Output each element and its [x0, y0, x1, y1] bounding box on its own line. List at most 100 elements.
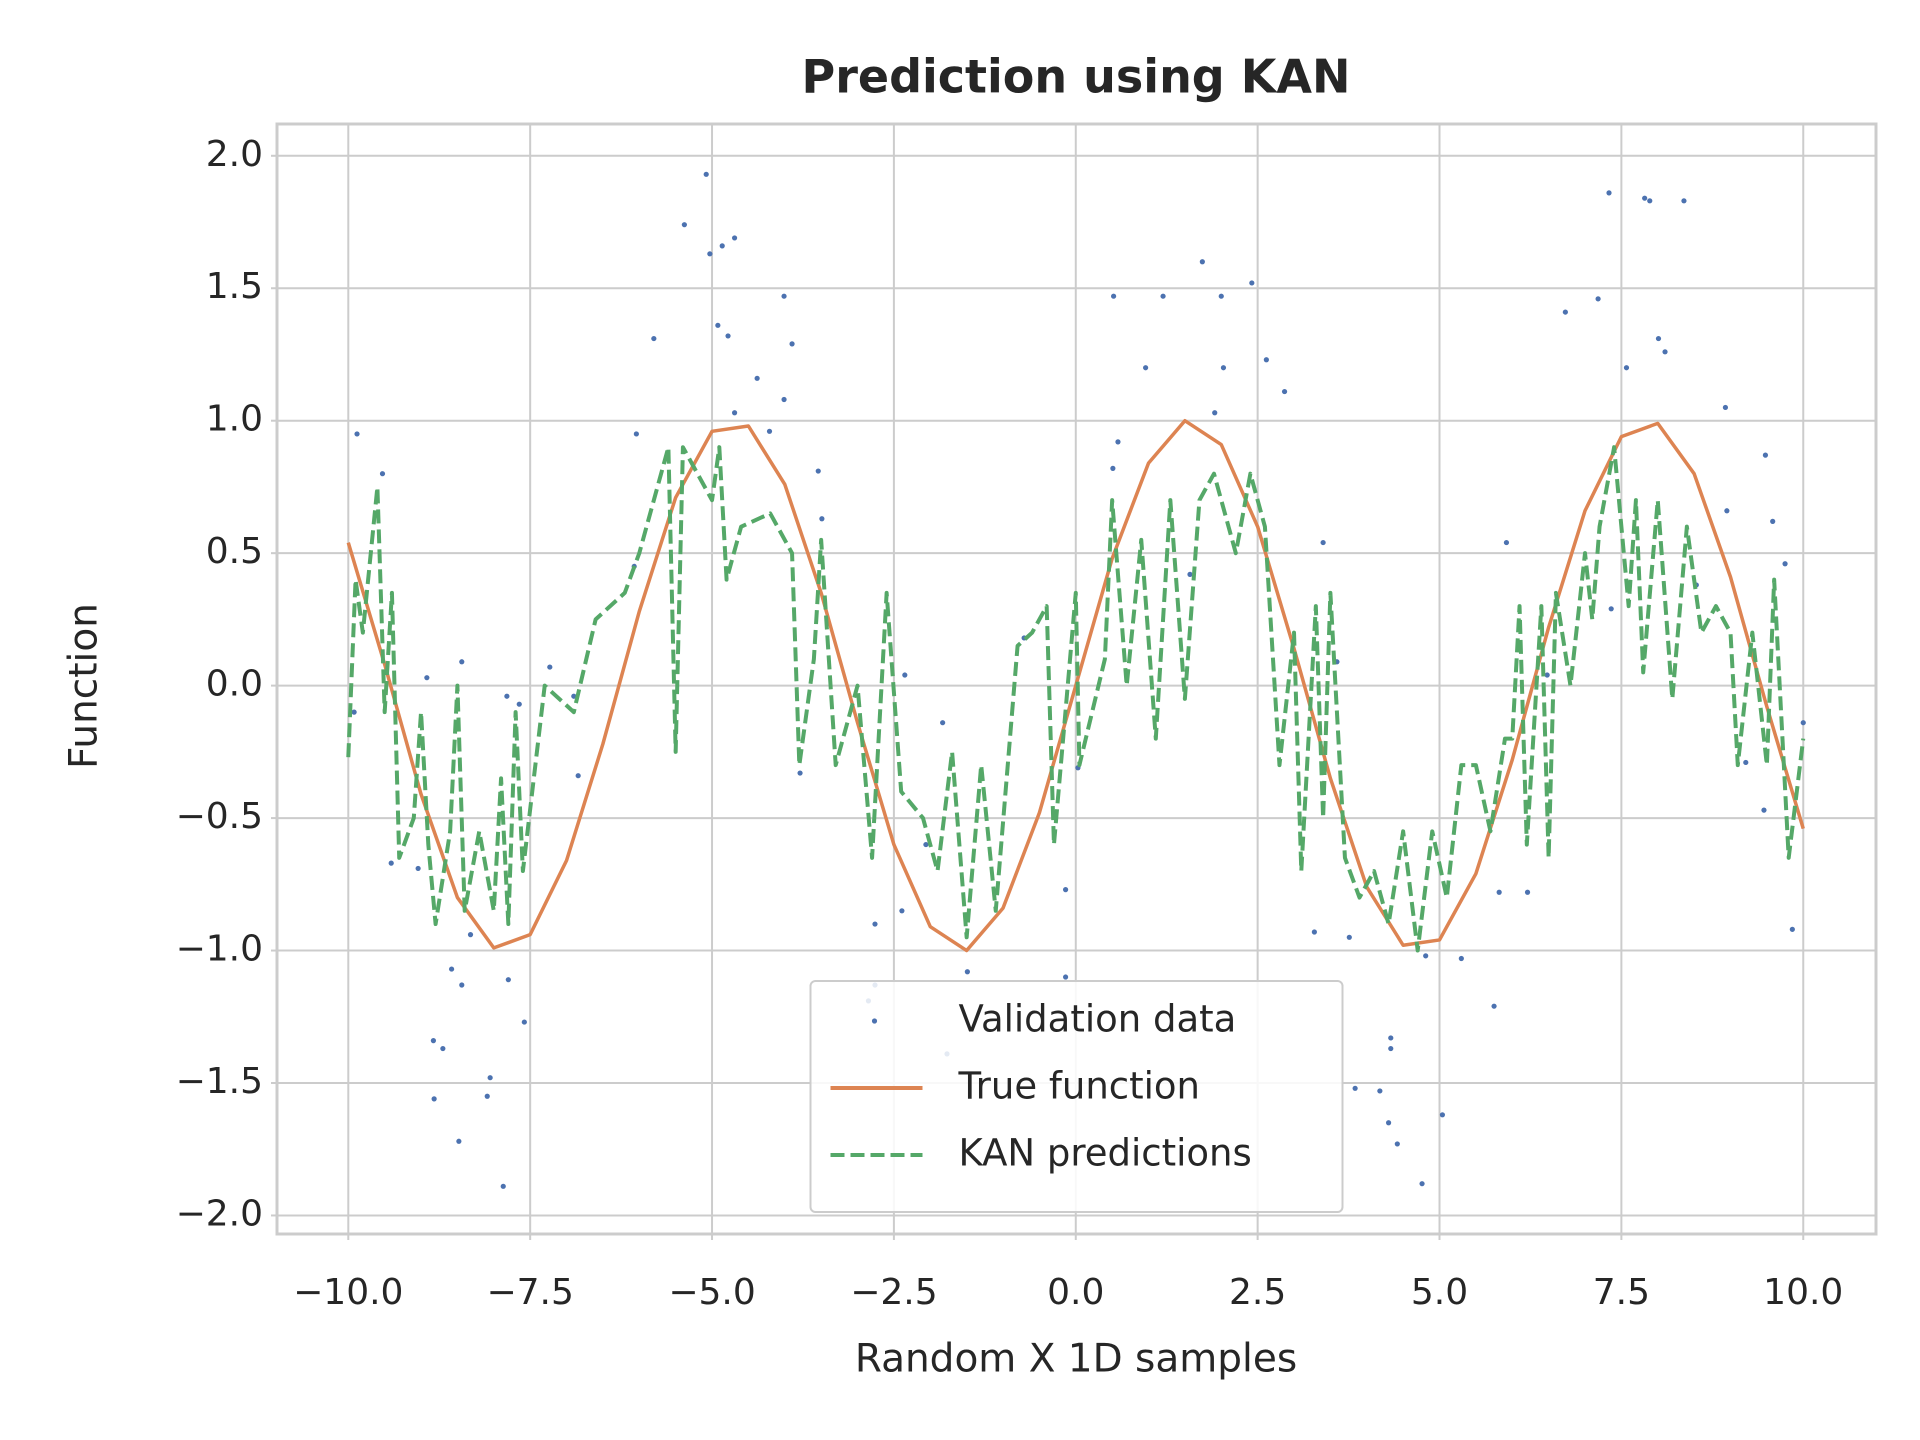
data-point — [1562, 309, 1568, 315]
data-point — [1062, 974, 1069, 980]
data-point — [1115, 439, 1121, 445]
data-point — [1647, 198, 1653, 204]
data-point — [575, 773, 581, 779]
data-point — [1220, 365, 1227, 371]
legend-label: KAN predictions — [959, 1132, 1252, 1175]
data-point — [484, 1093, 490, 1099]
data-point — [1642, 195, 1648, 201]
data-point — [1662, 349, 1668, 355]
data-point — [1655, 335, 1662, 342]
data-point — [547, 664, 553, 670]
y-tick-label: −0.5 — [176, 796, 263, 837]
data-point — [1311, 929, 1317, 935]
x-axis-label: Random X 1D samples — [855, 1337, 1297, 1382]
series-line — [346, 445, 1806, 953]
data-point — [440, 1045, 446, 1052]
data-point — [379, 471, 386, 477]
y-tick-label: 1.0 — [206, 399, 263, 440]
data-point — [715, 322, 721, 328]
y-tick-label: 1.5 — [206, 266, 263, 307]
plot-frame — [275, 122, 1878, 1236]
data-point — [731, 235, 738, 241]
data-point — [521, 1019, 527, 1025]
data-point — [1110, 465, 1116, 471]
data-point — [504, 693, 510, 699]
data-point — [940, 720, 946, 726]
data-point — [1544, 672, 1550, 678]
data-point — [505, 977, 511, 983]
data-point — [516, 701, 522, 707]
data-point — [500, 1183, 506, 1189]
data-point — [1439, 1112, 1446, 1118]
data-point — [1388, 1045, 1394, 1052]
data-point — [571, 693, 577, 699]
data-point — [1623, 365, 1630, 371]
data-point — [1800, 720, 1806, 726]
y-axis-label: Function — [62, 603, 107, 769]
data-point — [1743, 759, 1749, 766]
data-point — [467, 932, 474, 938]
data-point — [633, 431, 639, 437]
data-point — [964, 969, 970, 975]
x-tick-label: 0.0 — [1047, 1272, 1104, 1313]
data-point — [1496, 889, 1502, 895]
data-point — [819, 516, 825, 522]
y-tick-label: 2.0 — [206, 134, 263, 175]
x-tick-label: −10.0 — [293, 1272, 403, 1313]
data-point — [388, 860, 394, 866]
data-point — [766, 428, 773, 434]
data-point — [1377, 1088, 1383, 1094]
data-point — [815, 468, 821, 474]
data-point — [899, 908, 905, 914]
data-point — [1722, 404, 1729, 411]
x-tick-label: −5.0 — [668, 1272, 755, 1313]
y-tick-label: −1.0 — [176, 929, 263, 970]
data-point — [1782, 561, 1788, 567]
x-tick-label: 5.0 — [1411, 1272, 1468, 1313]
data-point — [781, 293, 787, 299]
data-point — [789, 341, 795, 347]
data-point — [703, 171, 709, 177]
x-tick-label: 7.5 — [1593, 1272, 1650, 1313]
data-point — [1346, 934, 1352, 940]
legend-box — [809, 980, 1344, 1213]
data-point — [1352, 1085, 1358, 1091]
data-point — [459, 982, 465, 988]
data-point — [1320, 539, 1326, 546]
legend-label: Validation data — [959, 998, 1237, 1041]
data-point — [1394, 1141, 1400, 1147]
data-point — [430, 1038, 437, 1044]
data-point — [781, 396, 787, 403]
data-point — [1762, 452, 1769, 458]
data-point — [448, 966, 455, 972]
data-point — [1789, 926, 1795, 932]
data-point — [415, 865, 421, 872]
data-point — [1218, 293, 1224, 299]
data-point — [1111, 293, 1117, 299]
chart-title: Prediction using KAN — [801, 50, 1350, 104]
data-point — [1606, 190, 1612, 196]
data-point — [459, 659, 465, 665]
data-point — [872, 921, 878, 927]
data-point — [1681, 198, 1687, 204]
y-tick-label: −1.5 — [176, 1061, 263, 1102]
data-point — [1143, 365, 1149, 371]
data-point — [456, 1138, 462, 1144]
data-point — [681, 222, 687, 228]
legend-marker — [871, 1018, 878, 1024]
data-point — [424, 675, 430, 681]
x-tick-label: 2.5 — [1229, 1272, 1286, 1313]
data-point — [731, 410, 738, 416]
data-point — [1491, 1003, 1497, 1009]
data-point — [351, 709, 357, 715]
data-point — [1062, 887, 1069, 893]
data-point — [1263, 357, 1269, 363]
data-point — [1770, 518, 1776, 524]
data-point — [1608, 606, 1614, 612]
y-tick-label: 0.5 — [206, 531, 263, 572]
legend-label: True function — [958, 1065, 1201, 1108]
data-point — [1160, 293, 1166, 299]
data-point — [1524, 889, 1531, 895]
